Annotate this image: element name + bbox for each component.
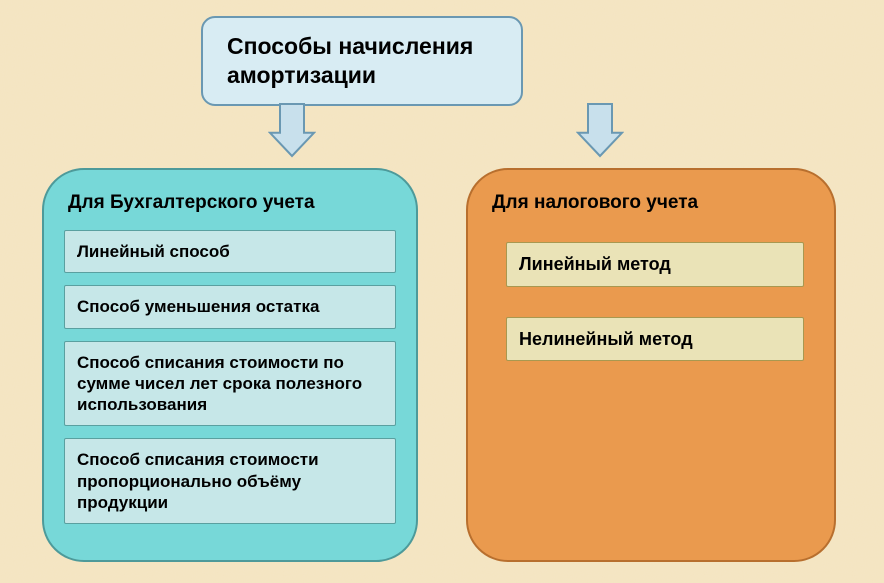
- diagram-title-text: Способы начисления амортизации: [227, 33, 473, 88]
- diagram-title: Способы начисления амортизации: [201, 16, 523, 106]
- arrow-left: [268, 102, 316, 158]
- arrow-right: [576, 102, 624, 158]
- accounting-item: Способ уменьшения остатка: [64, 285, 396, 328]
- panel-accounting: Для Бухгалтерского учета Линейный способ…: [42, 168, 418, 562]
- accounting-item: Способ списания стоимости по сумме чисел…: [64, 341, 396, 427]
- accounting-item: Способ списания стоимости пропорциональн…: [64, 438, 396, 524]
- panel-tax-title: Для налогового учета: [488, 192, 814, 214]
- panel-tax-items: Линейный метод Нелинейный метод: [488, 242, 814, 361]
- tax-item: Линейный метод: [506, 242, 804, 287]
- accounting-item: Линейный способ: [64, 230, 396, 273]
- panel-accounting-title: Для Бухгалтерского учета: [64, 192, 396, 214]
- tax-item: Нелинейный метод: [506, 317, 804, 362]
- panel-accounting-items: Линейный способ Способ уменьшения остатка…: [64, 230, 396, 524]
- panel-tax: Для налогового учета Линейный метод Нелин…: [466, 168, 836, 562]
